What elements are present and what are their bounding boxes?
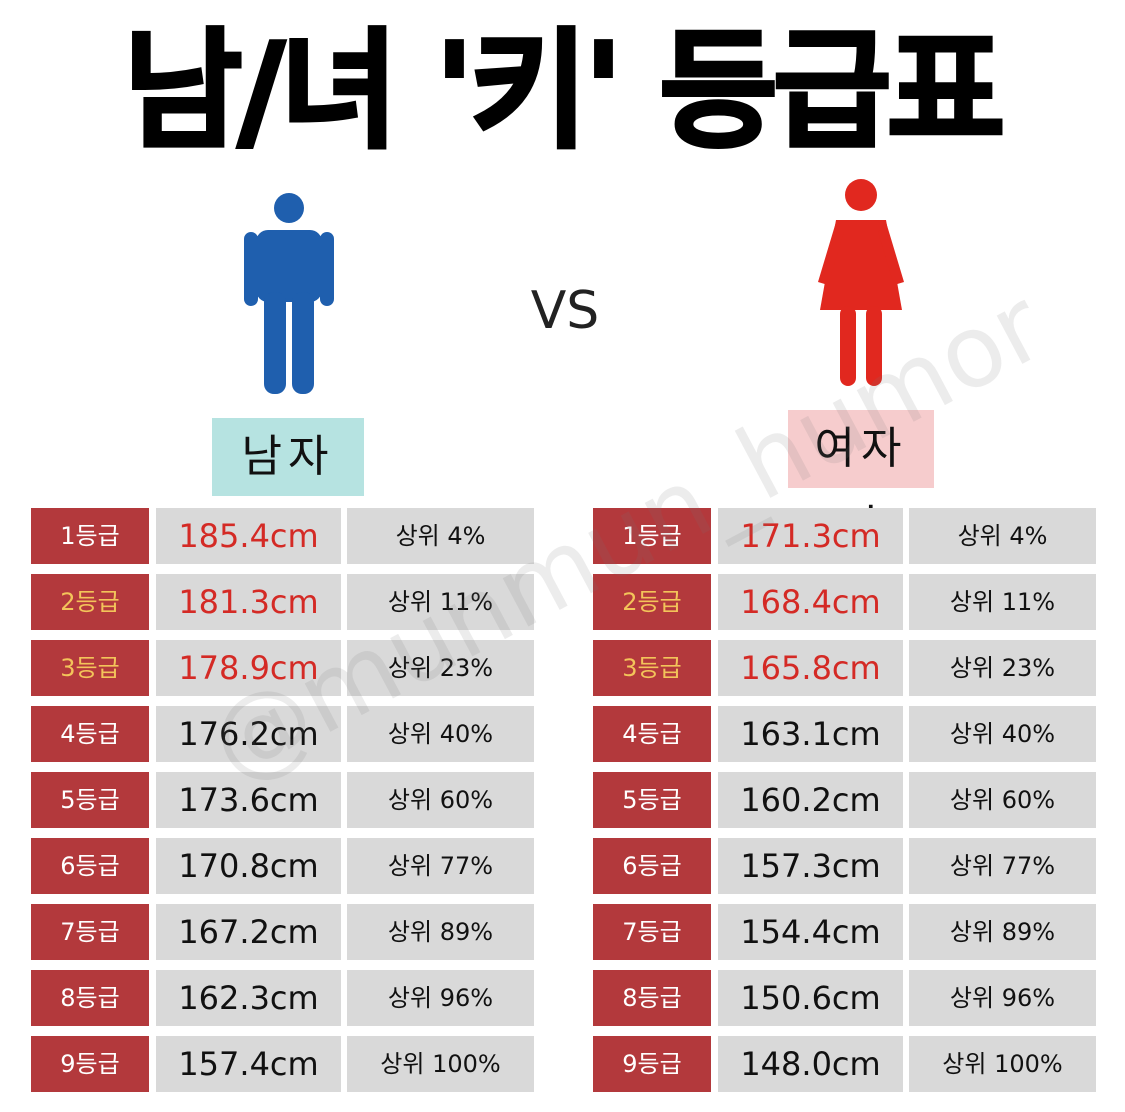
percentile-cell: 상위 100% — [347, 1036, 534, 1092]
female-height-label: 여자 키 — [788, 410, 934, 552]
grade-cell: 4등급 — [593, 706, 711, 762]
grade-cell: 7등급 — [31, 904, 149, 960]
female-person-icon — [818, 179, 904, 386]
height-cell: 185.4cm — [156, 508, 341, 564]
percentile-cell: 상위 40% — [347, 706, 534, 762]
height-cell: 148.0cm — [718, 1036, 903, 1092]
height-cell: 171.3cm — [718, 508, 903, 564]
grade-cell: 2등급 — [31, 574, 149, 630]
height-cell: 178.9cm — [156, 640, 341, 696]
vs-text: VS — [530, 281, 600, 341]
grade-cell: 7등급 — [593, 904, 711, 960]
male-height-label: 남자 키 — [212, 418, 364, 560]
height-cell: 150.6cm — [718, 970, 903, 1026]
height-cell: 162.3cm — [156, 970, 341, 1026]
height-cell: 167.2cm — [156, 904, 341, 960]
percentile-cell: 상위 60% — [347, 772, 534, 828]
grade-cell: 1등급 — [31, 508, 149, 564]
grade-cell: 8등급 — [31, 970, 149, 1026]
height-cell: 157.3cm — [718, 838, 903, 894]
percentile-cell: 상위 96% — [347, 970, 534, 1026]
percentile-cell: 상위 60% — [909, 772, 1096, 828]
height-cell: 170.8cm — [156, 838, 341, 894]
grade-cell: 6등급 — [593, 838, 711, 894]
grade-cell: 4등급 — [31, 706, 149, 762]
percentile-cell: 상위 11% — [347, 574, 534, 630]
height-cell: 163.1cm — [718, 706, 903, 762]
percentile-cell: 상위 40% — [909, 706, 1096, 762]
percentile-cell: 상위 4% — [909, 508, 1096, 564]
grade-cell: 3등급 — [593, 640, 711, 696]
height-cell: 157.4cm — [156, 1036, 341, 1092]
grade-cell: 2등급 — [593, 574, 711, 630]
height-cell: 176.2cm — [156, 706, 341, 762]
percentile-cell: 상위 89% — [909, 904, 1096, 960]
page-title: 남/녀 '키' 등급표 — [122, 15, 1007, 168]
percentile-cell: 상위 4% — [347, 508, 534, 564]
grade-cell: 3등급 — [31, 640, 149, 696]
percentile-cell: 상위 23% — [347, 640, 534, 696]
height-cell: 160.2cm — [718, 772, 903, 828]
percentile-cell: 상위 89% — [347, 904, 534, 960]
percentile-cell: 상위 77% — [909, 838, 1096, 894]
percentile-cell: 상위 77% — [347, 838, 534, 894]
grade-cell: 6등급 — [31, 838, 149, 894]
grade-cell: 9등급 — [31, 1036, 149, 1092]
grade-cell: 5등급 — [593, 772, 711, 828]
height-cell: 154.4cm — [718, 904, 903, 960]
height-cell: 168.4cm — [718, 574, 903, 630]
male-person-icon — [244, 193, 334, 394]
grade-cell: 8등급 — [593, 970, 711, 1026]
height-cell: 173.6cm — [156, 772, 341, 828]
grade-cell: 1등급 — [593, 508, 711, 564]
percentile-cell: 상위 11% — [909, 574, 1096, 630]
height-cell: 181.3cm — [156, 574, 341, 630]
grade-cell: 9등급 — [593, 1036, 711, 1092]
height-cell: 165.8cm — [718, 640, 903, 696]
grade-cell: 5등급 — [31, 772, 149, 828]
percentile-cell: 상위 96% — [909, 970, 1096, 1026]
percentile-cell: 상위 23% — [909, 640, 1096, 696]
percentile-cell: 상위 100% — [909, 1036, 1096, 1092]
